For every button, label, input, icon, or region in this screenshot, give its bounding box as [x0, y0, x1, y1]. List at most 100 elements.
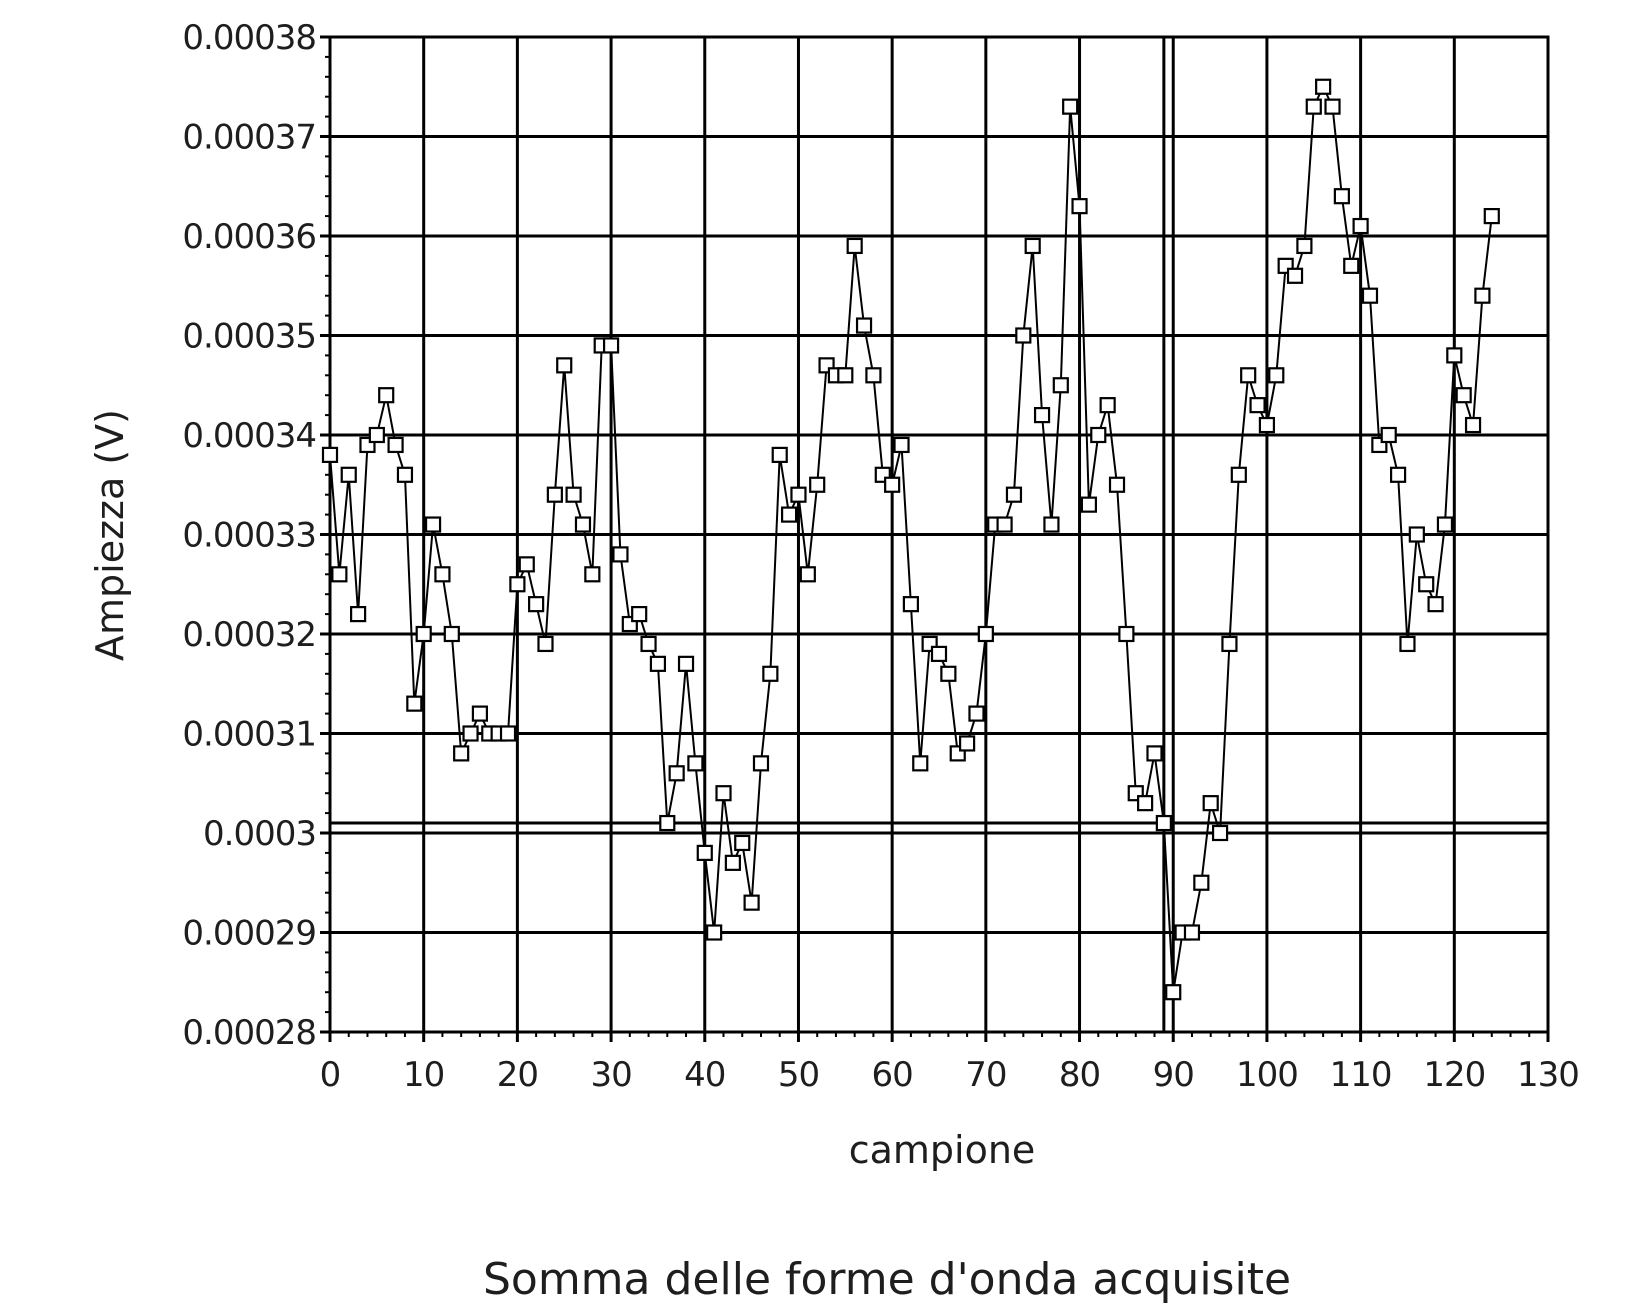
data-point-marker: [752, 755, 770, 772]
data-point-marker: [771, 446, 788, 463]
x-tick-label: 10: [403, 1055, 444, 1095]
y-tick-label: 0.00035: [182, 317, 316, 357]
grid: [328, 35, 1550, 1034]
data-point-marker: [406, 695, 423, 712]
data-point-marker: [1258, 416, 1276, 434]
data-point-marker: [668, 765, 685, 782]
y-tick-label: 0.00028: [182, 1013, 316, 1053]
data-point-marker: [1043, 516, 1060, 533]
x-tick-label: 40: [684, 1055, 725, 1095]
data-point-marker: [837, 367, 854, 384]
data-point-marker: [1146, 745, 1163, 762]
data-point-marker: [631, 605, 648, 623]
data-point-marker: [1389, 466, 1407, 483]
data-point-marker: [912, 755, 929, 772]
data-point-marker: [640, 635, 657, 653]
data-point-marker: [865, 367, 882, 384]
data-point-marker: [415, 625, 432, 643]
data-point-marker: [940, 665, 957, 682]
data-point-marker: [1202, 795, 1219, 812]
data-point-marker: [1446, 347, 1463, 364]
y-tick-label: 0.00029: [182, 914, 316, 954]
data-point-marker: [321, 446, 339, 463]
data-point-marker: [1464, 416, 1482, 434]
data-point-marker: [1343, 257, 1360, 274]
data-point-marker: [1183, 924, 1201, 941]
data-point-marker: [471, 705, 489, 722]
data-point-marker: [331, 566, 348, 583]
data-point-marker: [368, 426, 385, 444]
series-markers: [321, 78, 1500, 1001]
x-axis-title: campione: [849, 1128, 1036, 1172]
data-point-marker: [1005, 486, 1023, 503]
data-point-marker: [1268, 367, 1285, 384]
data-point-marker: [1108, 476, 1126, 493]
graph-cursor[interactable]: [330, 37, 1548, 1032]
data-point-marker: [528, 596, 545, 613]
data-point-marker: [424, 516, 442, 533]
data-point-marker: [565, 486, 582, 503]
data-point-marker: [846, 237, 863, 255]
data-point-marker: [1408, 526, 1425, 543]
data-point-marker: [799, 566, 816, 583]
data-point-marker: [1436, 516, 1454, 533]
data-point-marker: [893, 436, 910, 454]
data-point-marker: [724, 854, 741, 871]
data-point-marker: [1118, 625, 1135, 643]
y-tick-label: 0.00033: [182, 516, 316, 556]
y-tick-label: 0.00038: [182, 18, 316, 58]
x-tick-label: 20: [497, 1055, 538, 1095]
y-tick-label: 0.00031: [182, 715, 316, 755]
data-point-marker: [1230, 466, 1247, 483]
data-point-marker: [387, 436, 404, 454]
data-point-marker: [762, 665, 779, 682]
x-tick-label: 70: [965, 1055, 1006, 1095]
data-point-marker: [1240, 367, 1257, 384]
data-point-marker: [462, 725, 479, 742]
x-tick-label: 100: [1236, 1055, 1298, 1095]
data-point-marker: [1211, 824, 1229, 842]
data-point-marker: [1455, 387, 1472, 404]
chart-title: Somma delle forme d'onda acquisite: [483, 1254, 1291, 1305]
data-point-marker: [350, 605, 367, 623]
data-point-marker: [584, 566, 601, 583]
data-point-marker: [1427, 596, 1444, 613]
data-point-marker: [443, 625, 460, 643]
data-point-marker: [1155, 814, 1172, 832]
data-point-marker: [612, 546, 629, 563]
y-axis-title: Ampiezza (V): [88, 409, 132, 661]
data-point-marker: [977, 625, 994, 643]
x-tick-label: 50: [778, 1055, 819, 1095]
x-tick-label: 110: [1330, 1055, 1392, 1095]
x-tick-label: 30: [590, 1055, 631, 1095]
y-tick-label: 0.00034: [182, 416, 316, 456]
data-point-marker: [396, 466, 414, 483]
y-tick-label: 0.00032: [182, 615, 316, 655]
x-tick-label: 60: [872, 1055, 913, 1095]
data-point-marker: [1296, 237, 1313, 255]
data-point-marker: [1249, 397, 1266, 414]
data-point-marker: [1071, 198, 1088, 215]
data-point-marker: [734, 834, 751, 852]
data-point-marker: [1361, 287, 1379, 304]
data-point-marker: [715, 785, 732, 802]
data-point-marker: [1221, 635, 1238, 653]
data-point-marker: [743, 894, 760, 911]
data-point-marker: [1474, 287, 1491, 304]
data-point-marker: [677, 655, 695, 672]
data-point-marker: [1165, 984, 1182, 1001]
data-point-marker: [930, 645, 948, 663]
y-tick-label: 0.00036: [182, 217, 316, 257]
x-tick-labels: 0 10 20 30 40 50 60 70 80 90 100 110 120 130: [320, 1055, 1580, 1095]
data-point-marker: [1099, 397, 1116, 414]
data-point-marker: [537, 635, 554, 653]
data-point-marker: [518, 556, 535, 573]
axis-ticks: [320, 35, 1550, 1042]
data-point-marker: [1024, 237, 1041, 255]
data-point-marker: [706, 924, 723, 941]
data-point-marker: [1324, 98, 1341, 115]
x-tick-label: 90: [1153, 1055, 1194, 1095]
data-point-marker: [1052, 377, 1069, 394]
